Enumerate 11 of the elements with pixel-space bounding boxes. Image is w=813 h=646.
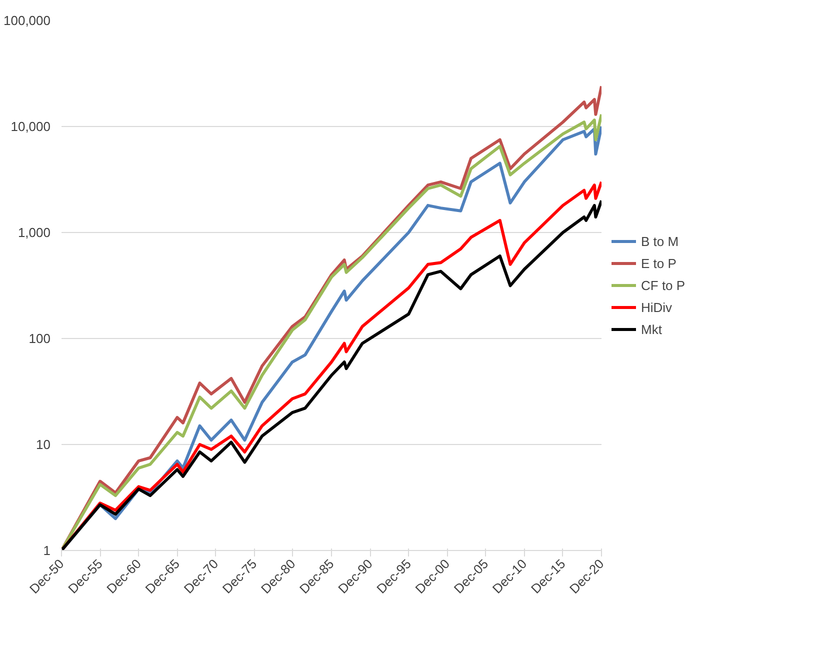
y-tick-label: 100,000 (4, 13, 51, 28)
y-tick-label: 10 (36, 437, 51, 452)
y-tick-label: 1 (43, 543, 51, 558)
y-tick-label: 100 (28, 331, 51, 346)
legend-label: CF to P (641, 278, 686, 292)
y-tick-label: 1,000 (18, 225, 51, 240)
y-tick-label: 10,000 (10, 119, 51, 134)
legend-label: Mkt (641, 322, 662, 336)
legend-label: HiDiv (641, 300, 672, 314)
legend-label: E to P (641, 256, 676, 270)
legend-label: B to M (641, 234, 679, 248)
